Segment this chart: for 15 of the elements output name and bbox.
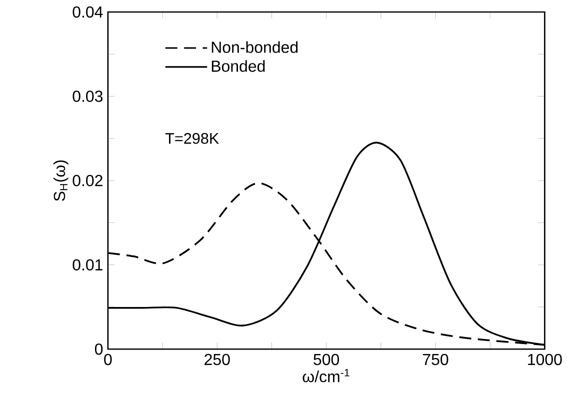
legend-label: Non-bonded — [212, 41, 298, 53]
annotation: T=298K — [165, 132, 219, 144]
y-tick-label: 0.03 — [72, 90, 103, 102]
y-tick-label: 0.01 — [72, 258, 102, 270]
x-tick-label: 250 — [204, 354, 230, 365]
x-tick-label: 0 — [104, 354, 112, 365]
y-tick-label: 0.02 — [72, 174, 102, 186]
legend-label: Bonded — [212, 60, 265, 72]
x-axis-title: ω/cm$^{-1}$ — [302, 368, 350, 382]
y-tick-label: 0.04 — [72, 6, 103, 18]
y-axis-title: S$_{H}$(ω) — [53, 160, 68, 201]
x-tick-label: 500 — [314, 354, 340, 365]
x-tick-label: 750 — [422, 354, 448, 365]
y-tick-label: 0 — [94, 343, 103, 355]
x-tick-label: 1000 — [528, 354, 562, 365]
